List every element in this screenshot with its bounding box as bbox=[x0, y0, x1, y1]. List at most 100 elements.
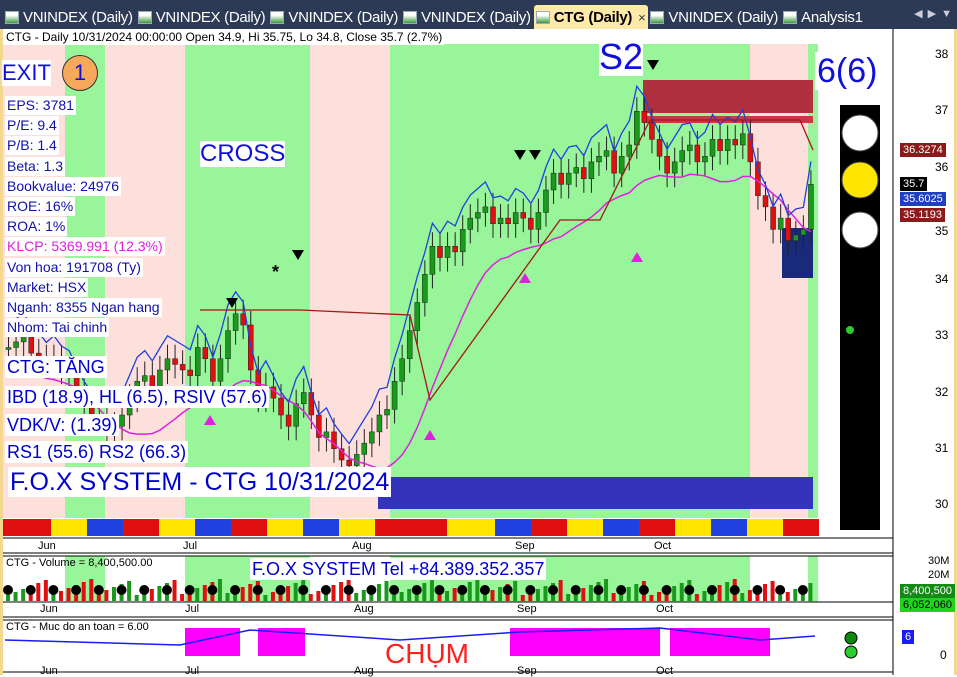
signal-strip-cell bbox=[63, 519, 75, 536]
volume-dot bbox=[298, 585, 309, 595]
volume-bar bbox=[361, 590, 366, 601]
volume-dot bbox=[434, 585, 445, 595]
trailing-line bbox=[8, 173, 812, 470]
candle bbox=[459, 229, 466, 253]
volume-tag: 8,400,500 bbox=[900, 584, 955, 598]
volume-bar bbox=[588, 585, 593, 601]
fundamental-item: Nhom: Tai chinh bbox=[5, 318, 110, 338]
tab-0[interactable]: VNINDEX (Daily) bbox=[3, 5, 136, 29]
candle bbox=[732, 139, 738, 146]
signal-strip-cell bbox=[543, 519, 555, 536]
candle bbox=[5, 347, 12, 350]
candle bbox=[444, 246, 451, 258]
signal-strip-cell bbox=[519, 519, 531, 536]
volume-bar bbox=[604, 579, 609, 601]
signal-strip-cell bbox=[795, 519, 807, 536]
volume-bar bbox=[13, 592, 18, 601]
candle bbox=[596, 156, 602, 163]
volume-bar bbox=[679, 583, 684, 601]
signal-strip-cell bbox=[639, 519, 651, 536]
candle bbox=[369, 431, 375, 444]
score-label: 6(6) bbox=[815, 52, 880, 90]
date-tick: Oct bbox=[656, 665, 674, 677]
candle bbox=[308, 392, 315, 416]
signal-strip-cell bbox=[195, 519, 207, 536]
volume-dot bbox=[207, 585, 218, 595]
volume-bar bbox=[785, 592, 790, 601]
ibd-status: IBD (18.9), HL (6.5), RSIV (57.6) bbox=[5, 386, 270, 408]
candle bbox=[475, 212, 481, 219]
tab-2[interactable]: VNINDEX (Daily) bbox=[268, 5, 401, 29]
signal-strip-cell bbox=[663, 519, 675, 536]
tab-4[interactable]: CTG (Daily) × bbox=[533, 5, 649, 29]
price-tick: 36 bbox=[935, 159, 949, 174]
candle bbox=[558, 172, 564, 185]
fundamental-item: ROA: 1% bbox=[5, 217, 68, 237]
signal-strip-cell bbox=[615, 519, 627, 536]
tab-nav-buttons[interactable]: ◀ ▶ ▼ bbox=[914, 8, 953, 20]
fundamental-item: Beta: 1.3 bbox=[5, 156, 66, 176]
signal-strip-cell bbox=[603, 519, 615, 536]
volume-dot bbox=[25, 585, 36, 595]
signal-strip-cell bbox=[399, 519, 411, 536]
volume-bar bbox=[747, 590, 752, 601]
volume-bar bbox=[6, 595, 10, 601]
signal-strip-cell bbox=[147, 519, 159, 536]
candle bbox=[724, 139, 731, 151]
signal-strip-cell bbox=[747, 519, 759, 536]
signal-strip-cell bbox=[627, 519, 639, 536]
volume-bar bbox=[263, 595, 268, 601]
close-tab-icon[interactable]: × bbox=[638, 9, 646, 25]
candle bbox=[588, 161, 595, 179]
volume-bar bbox=[316, 591, 321, 601]
volume-axis-30m: 30M bbox=[928, 555, 950, 567]
signal-strip-cell bbox=[423, 519, 435, 536]
volume-bar bbox=[778, 595, 783, 601]
volume-bar bbox=[566, 594, 571, 601]
chart-icon bbox=[783, 10, 798, 24]
signal-strip-cell bbox=[363, 519, 375, 536]
volume-bar bbox=[157, 586, 162, 601]
volume-bar bbox=[626, 587, 631, 601]
volume-dot bbox=[389, 585, 400, 595]
signal-strip-cell bbox=[483, 519, 495, 536]
blue-line bbox=[8, 84, 812, 445]
signal-strip-cell bbox=[735, 519, 747, 536]
signal-strip-cell bbox=[567, 519, 579, 536]
signal-strip-cell bbox=[651, 519, 663, 536]
volume-dot bbox=[139, 585, 150, 595]
candle bbox=[535, 212, 542, 230]
volume-bar bbox=[195, 588, 200, 601]
signal-strip-cell bbox=[759, 519, 771, 536]
candle bbox=[505, 217, 511, 224]
volume-bar bbox=[66, 588, 71, 601]
volume-bar bbox=[331, 585, 336, 601]
tab-6[interactable]: Analysis1 bbox=[781, 5, 866, 29]
candle bbox=[808, 184, 814, 230]
volume-bar bbox=[111, 587, 116, 601]
price-tag: 35.1193 bbox=[900, 208, 945, 222]
volume-bar bbox=[248, 584, 253, 601]
signal-strip-cell bbox=[531, 519, 543, 536]
tab-3[interactable]: VNINDEX (Daily) bbox=[401, 5, 534, 29]
candle bbox=[384, 409, 390, 416]
candle bbox=[467, 217, 474, 230]
volume-bar bbox=[127, 581, 132, 601]
tab-label: CTG (Daily) bbox=[553, 8, 633, 26]
chart-icon bbox=[5, 10, 19, 24]
volume-dot bbox=[684, 585, 695, 595]
tab-1[interactable]: VNINDEX (Daily) bbox=[136, 5, 269, 29]
safety-overlay: CHỤM bbox=[385, 638, 469, 669]
date-tick: Jun bbox=[40, 665, 58, 677]
volume-bar bbox=[482, 593, 487, 601]
volume-dot bbox=[3, 585, 13, 595]
fundamental-item: Von hoa: 191708 (Ty) bbox=[5, 257, 143, 277]
candle bbox=[777, 217, 784, 230]
volume-dot bbox=[116, 585, 127, 595]
volume-bar bbox=[96, 593, 101, 601]
tab-5[interactable]: VNINDEX (Daily) bbox=[648, 5, 781, 29]
price-tick: 32 bbox=[935, 384, 949, 399]
volume-bar bbox=[740, 593, 745, 601]
candle bbox=[671, 161, 678, 174]
signal-strip-cell bbox=[411, 519, 423, 536]
